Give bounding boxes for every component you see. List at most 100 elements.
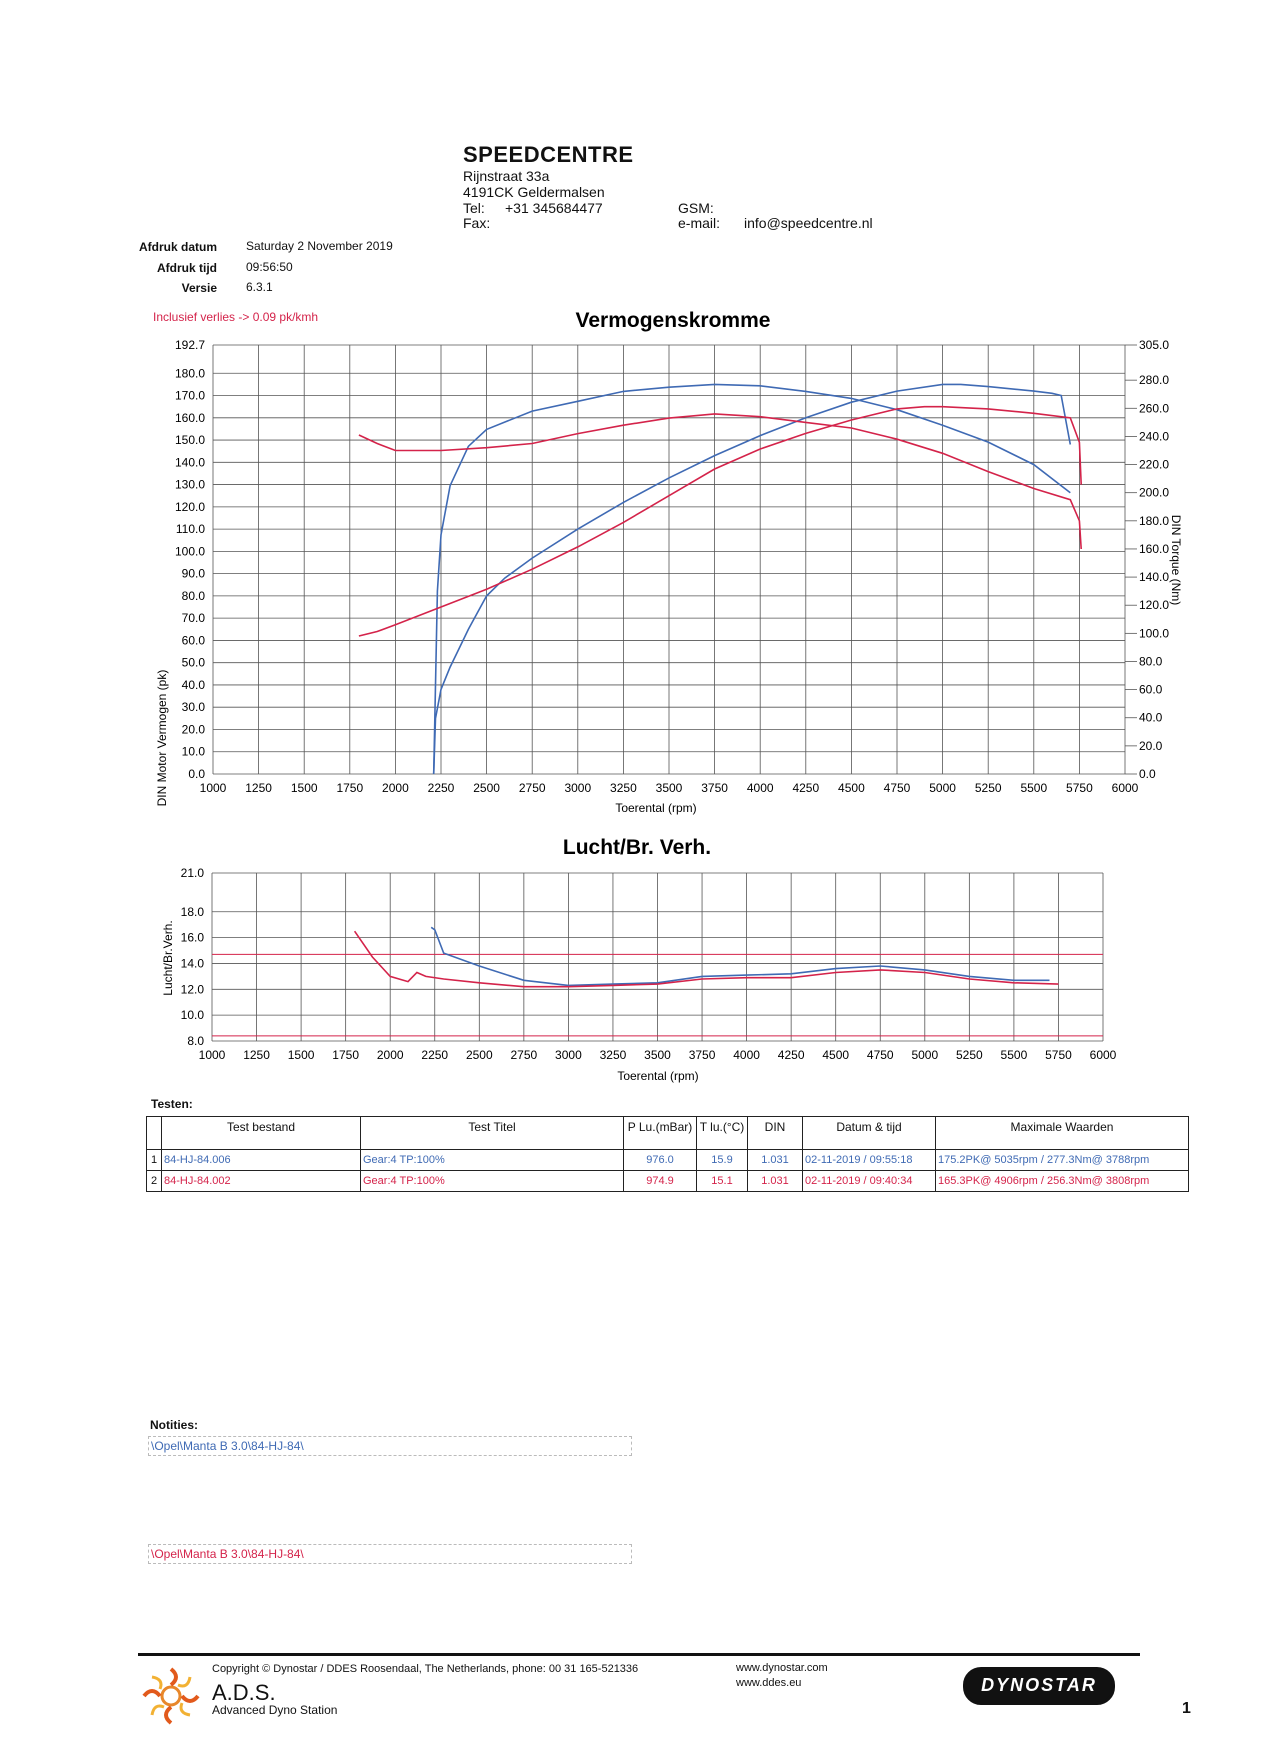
x-tick-label: 2500 xyxy=(466,1048,493,1062)
y-tick-label: 170.0 xyxy=(175,389,205,403)
y2-tick-label: 100.0 xyxy=(1139,626,1169,640)
chart-title: Lucht/Br. Verh. xyxy=(563,836,711,859)
company-name: SPEEDCENTRE xyxy=(463,142,634,167)
x-tick-label: 6000 xyxy=(1112,781,1139,795)
x-tick-label: 2000 xyxy=(382,781,409,795)
afr-chart: Lucht/Br. Verh. 1000 1250 1500 1750 2000 2250… xyxy=(161,836,1117,1083)
ads-title: A.D.S. xyxy=(212,1680,276,1705)
print-time-value: 09:56:50 xyxy=(246,260,293,274)
chart-ticks: 1000 1250 1500 1750 2000 2250 2500 2750 3000 3250… xyxy=(181,866,1117,1062)
row-temp: 15.9 xyxy=(696,1149,748,1171)
x-tick-label: 5750 xyxy=(1045,1048,1072,1062)
y-tick-label: 192.7 xyxy=(175,338,205,352)
row-date: 02-11-2019 / 09:55:18 xyxy=(802,1149,936,1171)
x-tick-label: 2750 xyxy=(510,1048,537,1062)
x-tick-label: 5500 xyxy=(1001,1048,1028,1062)
x-tick-label: 4250 xyxy=(778,1048,805,1062)
x-tick-label: 3500 xyxy=(656,781,683,795)
y2-tick-label: 120.0 xyxy=(1139,598,1169,612)
x-tick-label: 5250 xyxy=(956,1048,983,1062)
tel-label: Tel: xyxy=(463,200,485,216)
x-tick-label: 1000 xyxy=(199,1048,226,1062)
y2-tick-label: 140.0 xyxy=(1139,570,1169,584)
x-tick-label: 3250 xyxy=(600,1048,627,1062)
print-date-value: Saturday 2 November 2019 xyxy=(246,239,393,253)
chart-lines xyxy=(353,926,1059,988)
x-tick-label: 1250 xyxy=(245,781,272,795)
row-num: 2 xyxy=(146,1170,162,1192)
x-tick-label: 1000 xyxy=(200,781,227,795)
table-row: 2 84-HJ-84.002 Gear:4 TP:100% 974.9 15.1… xyxy=(146,1170,1189,1192)
y2-tick-label: 305.0 xyxy=(1139,338,1169,352)
x-tick-label: 5000 xyxy=(911,1048,938,1062)
row-pressure: 974.9 xyxy=(623,1170,697,1192)
x-tick-label: 1250 xyxy=(243,1048,270,1062)
y-tick-label: 30.0 xyxy=(182,700,206,714)
x-tick-label: 4000 xyxy=(733,1048,760,1062)
version-label: Versie xyxy=(181,281,217,295)
col-pressure: P Lu.(mBar) xyxy=(623,1116,697,1150)
row-max: 175.2PK@ 5035rpm / 277.3Nm@ 3788rpm xyxy=(935,1149,1189,1171)
dynostar-logo: DYNOSTAR xyxy=(963,1667,1115,1705)
x-tick-label: 2250 xyxy=(428,781,455,795)
print-date-label: Afdruk datum xyxy=(139,240,217,254)
x-tick-label: 3750 xyxy=(689,1048,716,1062)
x-tick-label: 1750 xyxy=(336,781,363,795)
power-torque-chart: Vermogenskromme 1000 1250 1500 1750 2000 2250… xyxy=(155,309,1183,815)
y-tick-label: 120.0 xyxy=(175,500,205,514)
row-date: 02-11-2019 / 09:40:34 xyxy=(802,1170,936,1192)
col-date: Datum & tijd xyxy=(802,1116,936,1150)
x-tick-label: 3000 xyxy=(555,1048,582,1062)
y2-tick-label: 220.0 xyxy=(1139,458,1169,472)
x-axis-label: Toerental (rpm) xyxy=(617,1069,698,1083)
y-tick-label: 60.0 xyxy=(182,633,206,647)
y-tick-label: 150.0 xyxy=(175,433,205,447)
x-tick-label: 5250 xyxy=(975,781,1002,795)
row-title: Gear:4 TP:100% xyxy=(360,1170,624,1192)
y-tick-label: 160.0 xyxy=(175,411,205,425)
note-run-2: \Opel\Manta B 3.0\84-HJ-84\ xyxy=(148,1544,632,1564)
y-tick-label: 10.0 xyxy=(181,1008,205,1022)
x-tick-label: 4750 xyxy=(884,781,911,795)
x-tick-label: 1500 xyxy=(288,1048,315,1062)
x-tick-label: 5000 xyxy=(929,781,956,795)
y-tick-label: 0.0 xyxy=(188,767,205,781)
y-tick-label: 130.0 xyxy=(175,478,205,492)
row-pressure: 976.0 xyxy=(623,1149,697,1171)
x-tick-label: 4000 xyxy=(747,781,774,795)
series-line-run-2-torque xyxy=(358,413,1082,550)
y-tick-label: 8.0 xyxy=(187,1034,204,1048)
ads-subtitle: Advanced Dyno Station xyxy=(212,1703,338,1717)
notes-label: Notities: xyxy=(150,1418,198,1432)
y-tick-label: 12.0 xyxy=(181,982,205,996)
y-tick-label: 50.0 xyxy=(182,656,206,670)
y-tick-label: 40.0 xyxy=(182,678,206,692)
chart-lines xyxy=(358,383,1082,775)
web-link-dynostar[interactable]: www.dynostar.com xyxy=(736,1662,828,1674)
row-file: 84-HJ-84.002 xyxy=(161,1170,361,1192)
y2-tick-label: 240.0 xyxy=(1139,429,1169,443)
y-tick-label: 21.0 xyxy=(181,866,205,880)
y-tick-label: 20.0 xyxy=(182,722,206,736)
table-header-row: Test bestand Test Titel P Lu.(mBar) T lu… xyxy=(146,1116,1189,1150)
chart-ticks: 1000 1250 1500 1750 2000 2250 2500 2750 3000 3250… xyxy=(175,338,1169,795)
address-city: 4191CK Geldermalsen xyxy=(463,184,605,200)
x-axis-label: Toerental (rpm) xyxy=(615,801,696,815)
row-din: 1.031 xyxy=(747,1149,803,1171)
y-axis-label: DIN Motor Vermogen (pk) xyxy=(155,670,169,807)
fax-label: Fax: xyxy=(463,215,491,231)
address-street: Rijnstraat 33a xyxy=(463,168,550,184)
x-tick-label: 2500 xyxy=(473,781,500,795)
y2-tick-label: 40.0 xyxy=(1139,711,1163,725)
x-tick-label: 2000 xyxy=(377,1048,404,1062)
x-tick-label: 4500 xyxy=(822,1048,849,1062)
page-number: 1 xyxy=(1182,1700,1191,1717)
web-link-ddes[interactable]: www.ddes.eu xyxy=(736,1677,802,1689)
y-tick-label: 110.0 xyxy=(176,522,205,536)
email-value: info@speedcentre.nl xyxy=(744,215,873,231)
y-tick-label: 18.0 xyxy=(181,905,205,919)
x-tick-label: 5750 xyxy=(1066,781,1093,795)
y2-axis-label: DIN Torque (Nm) xyxy=(1169,515,1183,605)
note-run-1: \Opel\Manta B 3.0\84-HJ-84\ xyxy=(148,1436,632,1456)
y-tick-label: 140.0 xyxy=(175,455,205,469)
